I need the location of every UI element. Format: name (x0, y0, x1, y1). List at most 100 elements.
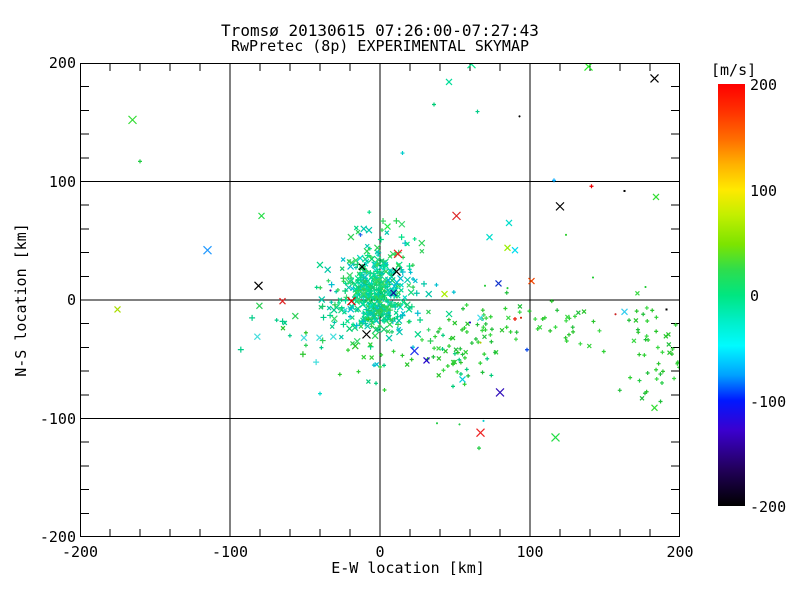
scatter-point (378, 283, 383, 288)
scatter-point (476, 428, 485, 438)
scatter-point (489, 339, 494, 344)
scatter-point (460, 352, 465, 357)
scatter-point (402, 295, 408, 300)
scatter-point (389, 317, 394, 323)
scatter-point (377, 236, 384, 243)
scatter-point (328, 281, 335, 288)
scatter-point (326, 278, 331, 283)
scatter-point (383, 269, 389, 274)
scatter-point (504, 244, 511, 252)
scatter-point (409, 357, 414, 362)
scatter-point (346, 258, 352, 264)
scatter-point (504, 290, 509, 295)
scatter-point (673, 322, 678, 327)
scatter-point (358, 232, 363, 237)
scatter-point (462, 325, 467, 330)
scatter-point (482, 334, 487, 340)
scatter-point (340, 257, 346, 263)
scatter-point (353, 337, 361, 345)
scatter-point (455, 369, 460, 374)
scatter-point (475, 109, 480, 114)
scatter-point (380, 218, 387, 225)
scatter-point (398, 234, 405, 241)
scatter-point (384, 230, 390, 236)
scatter-point (327, 312, 334, 319)
scatter-point (374, 381, 379, 386)
scatter-point (589, 184, 594, 189)
scatter-point (614, 313, 617, 316)
scatter-point (404, 276, 411, 284)
scatter-point (360, 289, 368, 297)
scatter-point (364, 243, 370, 249)
scatter-point (434, 282, 439, 287)
scatter-point (395, 317, 403, 324)
scatter-point (445, 310, 453, 318)
scatter-point (346, 325, 353, 333)
scatter-point (445, 78, 453, 86)
colorbar (718, 84, 745, 506)
scatter-point (345, 318, 350, 324)
scatter-point (357, 292, 362, 297)
scatter-point (342, 288, 349, 295)
scatter-point (477, 446, 481, 451)
scatter-point (367, 342, 373, 348)
scatter-point (564, 339, 569, 344)
scatter-point (452, 211, 461, 221)
scatter-point (370, 320, 375, 326)
scatter-point (373, 294, 381, 302)
scatter-point (340, 321, 347, 328)
scatter-point (575, 310, 581, 316)
scatter-point (318, 391, 322, 396)
scatter-point (362, 329, 371, 339)
scatter-point (597, 328, 602, 333)
scatter-point (378, 278, 383, 283)
scatter-point (374, 362, 380, 367)
scatter-point (485, 356, 490, 361)
y-tick-label: -200 (39, 528, 76, 546)
scatter-point (378, 364, 383, 369)
scatter-point (337, 297, 343, 303)
scatter-point (384, 223, 391, 230)
scatter-point (342, 297, 349, 304)
scatter-point (660, 380, 664, 385)
scatter-point (535, 326, 540, 331)
scatter-point (451, 362, 456, 367)
scatter-point (461, 306, 466, 311)
scatter-point (525, 347, 529, 352)
colorbar-gradient (718, 84, 745, 506)
scatter-point (450, 335, 456, 341)
scatter-point (533, 317, 538, 322)
scatter-point (479, 341, 482, 344)
scatter-point (403, 301, 411, 309)
scatter-point (464, 367, 469, 372)
scatter-point (555, 308, 560, 313)
scatter-point (675, 361, 680, 366)
scatter-point (637, 378, 642, 383)
scatter-point (365, 379, 371, 384)
scatter-point (364, 322, 372, 330)
scatter-point (441, 368, 446, 373)
scatter-point (464, 329, 469, 334)
scatter-point (395, 262, 401, 268)
scatter-point (645, 371, 650, 376)
scatter-point (348, 314, 353, 319)
scatter-point (367, 210, 372, 215)
scatter-point (388, 301, 393, 306)
scatter-point (591, 319, 596, 324)
scatter-point (395, 321, 402, 328)
scatter-point (451, 384, 456, 389)
plot-title: Tromsø 20130615 07:26:00-07:27:43 (221, 21, 539, 40)
scatter-point (361, 354, 367, 360)
scatter-point (343, 294, 350, 301)
plot-subtitle: RwPretec (8p) EXPERIMENTAL SKYMAP (230, 37, 529, 55)
scatter-point (540, 316, 545, 321)
scatter-point (511, 246, 519, 254)
scatter-point (379, 258, 385, 264)
scatter-point (462, 382, 467, 387)
scatter-point (448, 336, 453, 341)
scatter-point (489, 373, 494, 378)
scatter-point (349, 286, 355, 292)
scatter-point (342, 307, 348, 313)
scatter-point (128, 115, 137, 125)
scatter-point (465, 321, 470, 327)
